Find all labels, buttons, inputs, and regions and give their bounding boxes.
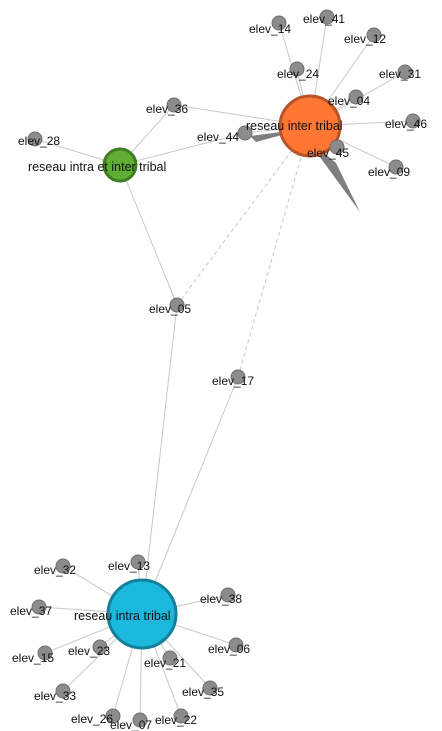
node-elev-37[interactable] — [31, 599, 47, 615]
hub-label-inter: reseau inter tribal — [246, 119, 343, 133]
node-elev-17[interactable] — [230, 369, 246, 385]
node-elev-28[interactable] — [27, 131, 43, 147]
node-label-elev-23: elev_23 — [68, 644, 110, 658]
node-label-elev-26: elev_26 — [71, 712, 113, 726]
node-label-elev-32: elev_32 — [34, 563, 76, 577]
edge-elev_05-inter — [176, 125, 311, 306]
node-elev-04[interactable] — [348, 89, 364, 105]
node-label-elev-13: elev_13 — [108, 559, 150, 573]
node-elev-23[interactable] — [92, 639, 108, 655]
edge-elev_17-intra — [141, 376, 239, 615]
node-label-elev-38: elev_38 — [200, 592, 242, 606]
node-label-elev-35: elev_35 — [182, 685, 224, 699]
node-elev-09[interactable] — [388, 159, 404, 175]
node-elev-15[interactable] — [37, 645, 53, 661]
node-label-elev-21: elev_21 — [144, 656, 186, 670]
edge-elev_44-mixed — [119, 132, 246, 166]
node-label-elev-31: elev_31 — [379, 67, 421, 81]
node-elev-14[interactable] — [271, 15, 287, 31]
node-elev-38[interactable] — [220, 587, 236, 603]
node-elev-36[interactable] — [166, 97, 182, 113]
nodes-layer — [27, 9, 421, 728]
node-label-elev-45: elev_45 — [307, 146, 349, 160]
edge-weight-wedge-elev-09 — [306, 138, 360, 212]
node-elev-06[interactable] — [228, 637, 244, 653]
node-elev-22[interactable] — [173, 708, 189, 724]
node-elev-31[interactable] — [397, 64, 413, 80]
edge-elev_05-mixed — [119, 164, 178, 306]
hub-node-mixed[interactable] — [102, 147, 138, 183]
node-label-elev-15: elev_15 — [12, 651, 54, 665]
node-elev-05[interactable] — [169, 297, 185, 313]
node-elev-33[interactable] — [55, 683, 71, 699]
node-label-elev-22: elev_22 — [155, 713, 197, 727]
edge-elev_17-inter — [237, 125, 311, 378]
node-elev-35[interactable] — [202, 680, 218, 696]
node-elev-26[interactable] — [105, 708, 121, 724]
node-label-elev-41: elev_41 — [303, 12, 345, 26]
node-label-elev-17: elev_17 — [212, 374, 254, 388]
edge-elev_05-intra — [141, 304, 178, 615]
node-elev-41[interactable] — [319, 9, 335, 25]
node-label-elev-24: elev_24 — [277, 67, 319, 81]
node-label-elev-04: elev_04 — [328, 94, 370, 108]
node-label-elev-37: elev_37 — [10, 604, 52, 618]
labels-layer: elev_14 elev_41 elev_12 elev_24 elev_31 elev_… — [10, 12, 427, 731]
node-label-elev-44: elev_44 — [197, 130, 239, 144]
node-elev-32[interactable] — [55, 558, 71, 574]
node-elev-24[interactable] — [289, 61, 305, 77]
node-elev-07[interactable] — [132, 712, 148, 728]
node-label-elev-07: elev_07 — [110, 718, 152, 731]
node-elev-13[interactable] — [130, 554, 146, 570]
node-label-elev-14: elev_14 — [249, 22, 291, 36]
hub-label-mixed: reseau intra et inter tribal — [28, 160, 166, 174]
node-label-elev-46: elev_46 — [385, 117, 427, 131]
node-label-elev-36: elev_36 — [146, 102, 188, 116]
node-label-elev-05: elev_05 — [149, 302, 191, 316]
node-elev-45[interactable] — [329, 139, 345, 155]
node-label-elev-06: elev_06 — [208, 642, 250, 656]
node-elev-44[interactable] — [237, 125, 253, 141]
node-label-elev-12: elev_12 — [344, 32, 386, 46]
node-label-elev-09: elev_09 — [368, 165, 410, 179]
hub-label-intra: reseau intra tribal — [74, 609, 171, 623]
node-elev-46[interactable] — [405, 113, 421, 129]
node-label-elev-28: elev_28 — [18, 134, 60, 148]
hub-node-inter[interactable] — [278, 94, 342, 158]
node-label-elev-33: elev_33 — [34, 689, 76, 703]
node-elev-21[interactable] — [162, 650, 178, 666]
node-elev-12[interactable] — [366, 27, 382, 43]
hub-node-intra[interactable] — [106, 578, 178, 650]
